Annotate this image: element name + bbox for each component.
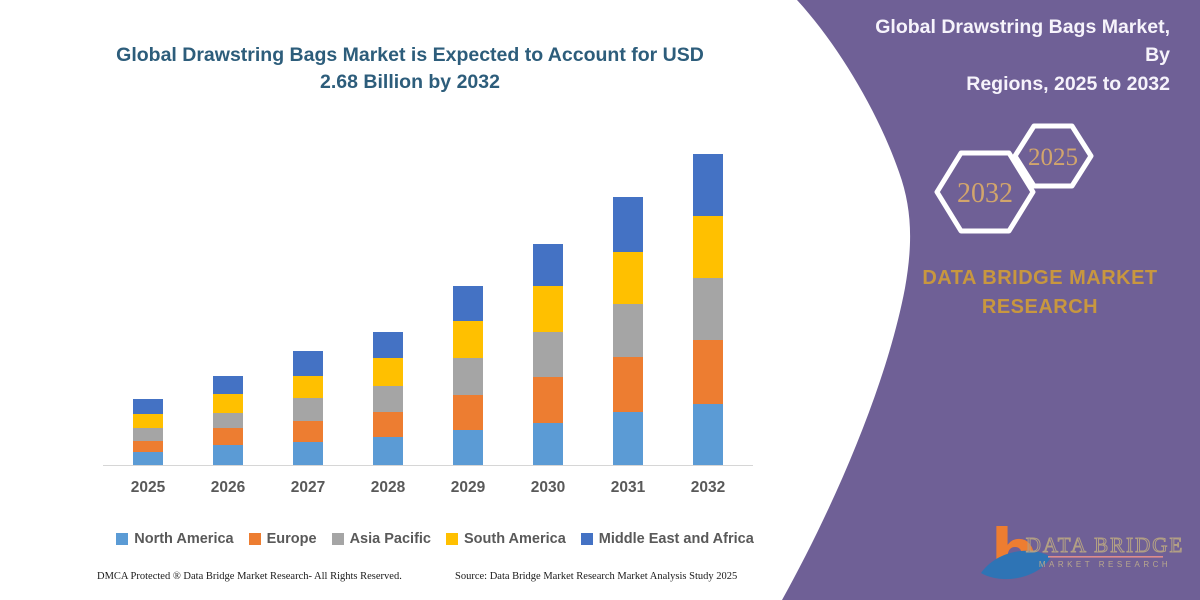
- bar-segment-2032-asia-pacific: [693, 278, 723, 340]
- bar-segment-2032-north-america: [693, 403, 723, 465]
- hexagon-2025: [1012, 123, 1094, 189]
- bar-segment-2027-europe: [293, 420, 323, 442]
- purple-panel-shape: [782, 0, 1200, 600]
- x-tick-2030: 2030: [530, 479, 566, 496]
- panel-title: Global Drawstring Bags Market, By Region…: [845, 13, 1185, 98]
- bar-2025: [133, 398, 163, 465]
- bar-2032: [693, 154, 723, 465]
- brand-name-line1: DATA BRIDGE MARKET: [922, 267, 1158, 289]
- x-axis-line: [103, 465, 753, 466]
- bar-segment-2025-middle-east-and-africa: [133, 398, 163, 414]
- bar-segment-2030-south-america: [533, 286, 563, 332]
- bar-segment-2029-middle-east-and-africa: [453, 286, 483, 322]
- legend-item-europe: Europe: [248, 531, 317, 547]
- legend-label: Middle East and Africa: [598, 531, 754, 547]
- bar-segment-2029-europe: [453, 395, 483, 431]
- chart-title-line2: 2.68 Billion by 2032: [320, 71, 500, 94]
- legend-label: North America: [134, 531, 234, 547]
- brand-name: DATA BRIDGE MARKET RESEARCH: [880, 264, 1200, 322]
- bar-segment-2030-europe: [533, 376, 563, 424]
- data-bridge-logo: b DATA BRIDGE MARKET RESEARCH: [981, 517, 1185, 591]
- bar-segment-2025-south-america: [133, 413, 163, 428]
- bar-segment-2026-south-america: [213, 394, 243, 413]
- bar-segment-2028-north-america: [373, 437, 403, 465]
- legend-label: Asia Pacific: [349, 531, 431, 547]
- bar-2027: [293, 351, 323, 465]
- bar-2028: [373, 331, 403, 465]
- chart-legend: North America Europe Asia Pacific South Ame…: [90, 531, 780, 547]
- bar-segment-2028-south-america: [373, 358, 403, 387]
- legend-swatch-icon: [248, 533, 261, 545]
- panel-title-line1: Global Drawstring Bags Market, By: [875, 16, 1170, 67]
- legend-item-north-america: North America: [116, 531, 234, 547]
- hexagon-2025-label: 2025: [1028, 144, 1078, 171]
- hexagon-2032-label: 2032: [957, 178, 1013, 209]
- brand-name-line2: RESEARCH: [981, 296, 1099, 318]
- bar-segment-2026-north-america: [213, 445, 243, 465]
- legend-item-middle-east-and-africa: Middle East and Africa: [580, 531, 754, 547]
- bar-segment-2026-europe: [213, 427, 243, 446]
- bar-segment-2031-asia-pacific: [613, 303, 643, 358]
- chart-title: Global Drawstring Bags Market is Expecte…: [105, 42, 715, 97]
- logo-text-main: DATA BRIDGE: [1026, 533, 1185, 557]
- bar-segment-2026-asia-pacific: [213, 412, 243, 428]
- x-tick-2026: 2026: [210, 479, 246, 496]
- bar-segment-2030-north-america: [533, 423, 563, 465]
- panel-title-line2: Regions, 2025 to 2032: [966, 72, 1170, 95]
- bar-segment-2030-asia-pacific: [533, 331, 563, 377]
- bar-segment-2025-north-america: [133, 452, 163, 465]
- legend-swatch-icon: [446, 533, 458, 545]
- bar-segment-2032-middle-east-and-africa: [693, 154, 723, 216]
- x-tick-2027: 2027: [290, 479, 326, 496]
- x-tick-2031: 2031: [610, 479, 646, 496]
- bar-segment-2025-asia-pacific: [133, 427, 163, 441]
- bar-segment-2027-north-america: [293, 441, 323, 465]
- bar-segment-2029-south-america: [453, 321, 483, 359]
- bar-segment-2025-europe: [133, 440, 163, 453]
- legend-swatch-icon: [331, 533, 344, 545]
- bar-segment-2031-south-america: [613, 251, 643, 304]
- bar-2030: [533, 243, 563, 465]
- x-tick-2032: 2032: [690, 479, 726, 496]
- legend-item-asia-pacific: Asia Pacific: [331, 531, 431, 547]
- chart-title-line1: Global Drawstring Bags Market is Expecte…: [116, 44, 704, 66]
- bar-segment-2026-middle-east-and-africa: [213, 375, 243, 395]
- bar-segment-2028-middle-east-and-africa: [373, 331, 403, 359]
- bar-segment-2032-europe: [693, 339, 723, 404]
- bar-segment-2028-asia-pacific: [373, 386, 403, 412]
- bar-segment-2029-asia-pacific: [453, 358, 483, 396]
- legend-label: South America: [464, 531, 566, 547]
- legend-item-south-america: South America: [446, 531, 566, 547]
- source-note: Source: Data Bridge Market Research Mark…: [455, 571, 738, 582]
- logo-text-sub: MARKET RESEARCH: [1039, 560, 1171, 569]
- legend-swatch-icon: [580, 533, 593, 545]
- x-tick-2025: 2025: [130, 479, 166, 496]
- hexagon-2032: [934, 150, 1036, 234]
- bar-segment-2029-north-america: [453, 430, 483, 465]
- bar-segment-2027-south-america: [293, 375, 323, 398]
- bar-segment-2031-north-america: [613, 411, 643, 465]
- bar-segment-2028-europe: [373, 411, 403, 438]
- bar-segment-2030-middle-east-and-africa: [533, 243, 563, 287]
- logo-swoosh-icon: [981, 550, 1051, 580]
- logo-underline: [1048, 556, 1163, 558]
- bar-segment-2027-asia-pacific: [293, 397, 323, 421]
- bar-segment-2031-middle-east-and-africa: [613, 197, 643, 252]
- bar-2026: [213, 375, 243, 465]
- x-tick-2029: 2029: [450, 479, 486, 496]
- bar-2029: [453, 286, 483, 465]
- legend-label: Europe: [266, 531, 317, 547]
- bar-2031: [613, 197, 643, 465]
- bar-segment-2032-south-america: [693, 215, 723, 279]
- x-tick-2028: 2028: [370, 479, 406, 496]
- legend-swatch-icon: [116, 533, 129, 545]
- bar-segment-2027-middle-east-and-africa: [293, 351, 323, 376]
- bar-segment-2031-europe: [613, 357, 643, 412]
- dmca-notice: DMCA Protected ® Data Bridge Market Rese…: [97, 571, 402, 582]
